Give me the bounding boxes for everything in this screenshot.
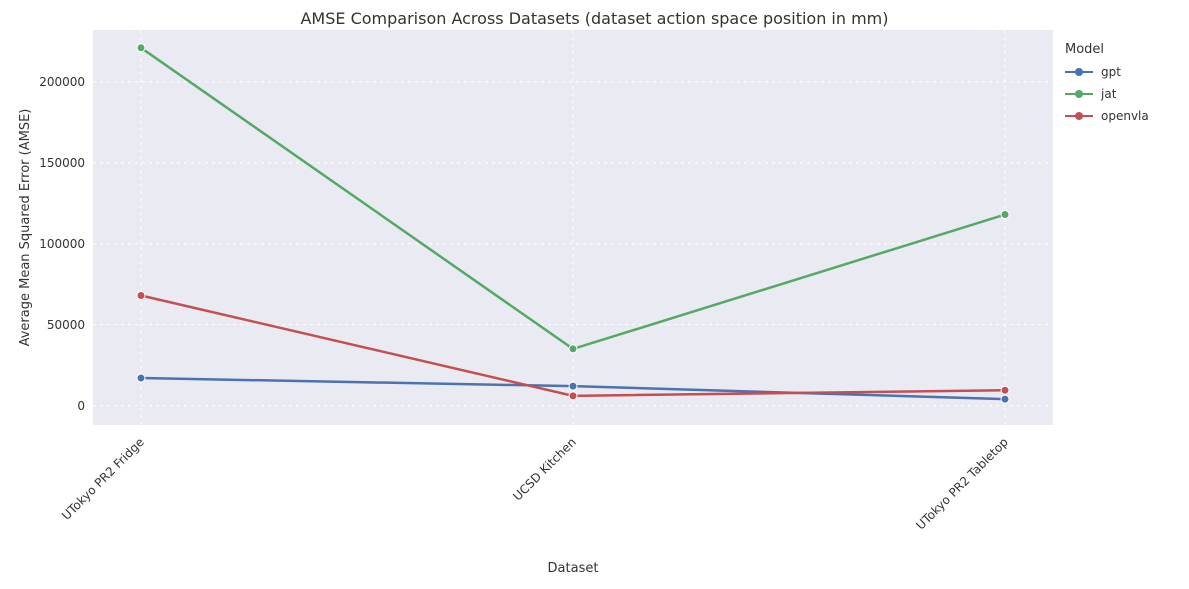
series-marker-jat: [137, 44, 145, 52]
legend-item-gpt: gpt: [1065, 61, 1149, 83]
y-tick-label: 100000: [39, 237, 85, 251]
legend: Model gpt jat openvla: [1065, 42, 1149, 127]
legend-swatch-dot: [1075, 68, 1083, 76]
series-marker-jat: [1001, 211, 1009, 219]
chart-container: AMSE Comparison Across Datasets (dataset…: [0, 0, 1189, 589]
series-marker-openvla: [569, 392, 577, 400]
y-tick-label: 0: [77, 399, 85, 413]
plot-area: [93, 30, 1053, 425]
series-marker-openvla: [1001, 386, 1009, 394]
series-marker-gpt: [569, 382, 577, 390]
legend-label: jat: [1101, 87, 1116, 101]
legend-swatch-line: [1065, 93, 1093, 95]
y-axis-label: Average Mean Squared Error (AMSE): [18, 30, 33, 425]
x-tick-label: UCSD Kitchen: [510, 435, 579, 504]
legend-swatch-dot: [1075, 112, 1083, 120]
legend-item-openvla: openvla: [1065, 105, 1149, 127]
series-marker-jat: [569, 345, 577, 353]
plot-svg: [93, 30, 1053, 425]
legend-swatch-line: [1065, 71, 1093, 73]
legend-swatch-dot: [1075, 90, 1083, 98]
series-marker-openvla: [137, 291, 145, 299]
legend-title: Model: [1065, 42, 1149, 57]
x-axis-label: Dataset: [93, 561, 1053, 576]
legend-swatch-line: [1065, 115, 1093, 117]
y-tick-label: 150000: [39, 156, 85, 170]
y-tick-label: 200000: [39, 75, 85, 89]
legend-label: openvla: [1101, 109, 1149, 123]
legend-label: gpt: [1101, 65, 1121, 79]
y-tick-label: 50000: [47, 318, 85, 332]
chart-title: AMSE Comparison Across Datasets (dataset…: [0, 9, 1189, 28]
x-tick-label: UTokyo PR2 Fridge: [59, 435, 147, 523]
series-marker-gpt: [1001, 395, 1009, 403]
series-marker-gpt: [137, 374, 145, 382]
legend-item-jat: jat: [1065, 83, 1149, 105]
x-tick-label: UTokyo PR2 Tabletop: [913, 435, 1011, 533]
